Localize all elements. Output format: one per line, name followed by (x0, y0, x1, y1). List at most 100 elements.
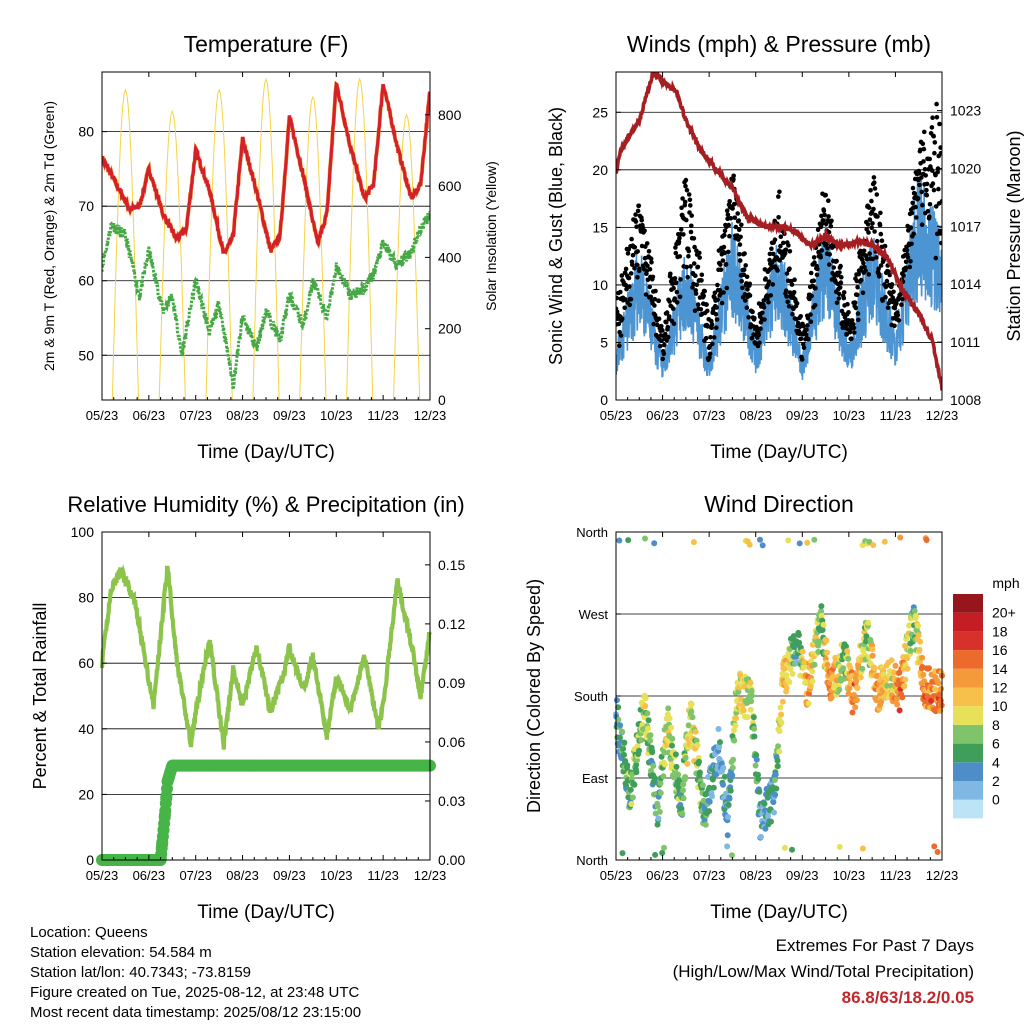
gust-point (927, 156, 932, 162)
gust-point (726, 249, 731, 255)
direction-point (640, 726, 646, 733)
legend-label: 4 (992, 754, 1000, 770)
direction-point (660, 773, 667, 780)
direction-point (624, 762, 631, 769)
gust-point (882, 243, 888, 249)
gust-point (684, 264, 689, 270)
direction-point (773, 785, 780, 792)
direction-point (901, 683, 908, 689)
gust-point (812, 302, 818, 308)
direction-point (818, 603, 825, 610)
x-tick-label: 05/23 (600, 408, 633, 423)
x-tick-label: 08/23 (739, 868, 772, 883)
legend-label: 0 (992, 792, 1000, 808)
direction-point (796, 540, 803, 547)
gust-point (855, 285, 860, 290)
direction-point (675, 771, 682, 778)
legend-swatch (953, 781, 983, 800)
gust-point (939, 229, 942, 234)
extremes-heading: Extremes For Past 7 Days (775, 936, 974, 955)
direction-point (631, 781, 638, 788)
temperature-right-axis-label: Solar Insolation (Yellow) (483, 161, 499, 311)
gust-point (823, 192, 828, 198)
direction-point (899, 694, 906, 701)
info-created: Figure created on Tue, 2025-08-12, at 23… (30, 984, 360, 1001)
direction-point (689, 714, 696, 721)
gust-point (766, 299, 771, 305)
gust-point (776, 194, 781, 199)
gust-point (766, 279, 772, 285)
y-tick-label: 5 (600, 334, 608, 350)
legend-label: 10 (992, 698, 1008, 714)
gust-point (903, 259, 909, 265)
direction-point (680, 781, 687, 788)
y-right-tick-label: 1023 (950, 103, 981, 119)
gust-point (924, 181, 930, 187)
gust-point (847, 329, 853, 335)
gust-point (822, 212, 827, 218)
gust-point (745, 287, 750, 292)
direction-point (732, 722, 739, 729)
legend-swatch (953, 743, 983, 763)
temperature-series (102, 77, 430, 400)
x-tick-label: 06/23 (133, 408, 166, 423)
solar-day-curve (299, 95, 327, 400)
direction-point (755, 775, 762, 782)
gust-point (866, 272, 872, 277)
gust-point (754, 324, 759, 330)
gust-point (660, 328, 665, 333)
gust-point (772, 237, 778, 242)
gust-point (921, 146, 927, 152)
direction-point (916, 646, 923, 653)
gust-point (691, 236, 697, 241)
gust-point (875, 214, 880, 219)
gust-point (697, 250, 702, 256)
gust-point (618, 289, 623, 295)
gust-point (722, 250, 727, 256)
gust-point (866, 230, 871, 235)
gust-point (827, 252, 832, 257)
humidity-plot-area (96, 564, 436, 866)
gust-point (705, 308, 710, 314)
gust-point (784, 271, 790, 276)
gust-point (868, 188, 873, 193)
gust-point (839, 274, 844, 280)
gust-point (666, 314, 672, 319)
gust-point (623, 282, 629, 288)
gust-point (849, 336, 854, 342)
x-tick-label: 06/23 (646, 408, 679, 423)
gust-point (844, 332, 849, 337)
legend-title: mph (992, 575, 1019, 591)
gust-point (619, 316, 625, 322)
direction-point (750, 714, 757, 721)
direction-point (807, 683, 814, 690)
gust-point (678, 277, 683, 282)
direction-point (650, 763, 657, 769)
gust-point (899, 302, 904, 308)
winds-right-axis-label: Station Pressure (Maroon) (1004, 130, 1024, 341)
y-right-tick-label: 0.09 (438, 675, 465, 691)
gust-point (686, 248, 692, 254)
gust-point (783, 247, 789, 252)
direction-point (906, 622, 913, 629)
direction-point (811, 536, 818, 543)
direction-point (902, 676, 909, 683)
gust-point (718, 267, 724, 273)
gust-point (871, 175, 877, 180)
y-tick-label: 60 (78, 655, 94, 671)
y-tick-label: 60 (78, 273, 94, 289)
gust-point (769, 246, 774, 251)
direction-point (774, 763, 781, 770)
direction-point (823, 637, 830, 644)
gust-point (739, 222, 744, 228)
gust-point (826, 229, 832, 235)
gust-point (763, 276, 768, 281)
gust-point (836, 296, 842, 301)
direction-point (720, 764, 727, 771)
gust-point (837, 285, 843, 290)
gust-point (811, 278, 817, 284)
y-right-tick-label: 1008 (950, 392, 981, 408)
gust-point (786, 304, 792, 309)
y-tick-label: 25 (592, 104, 608, 120)
